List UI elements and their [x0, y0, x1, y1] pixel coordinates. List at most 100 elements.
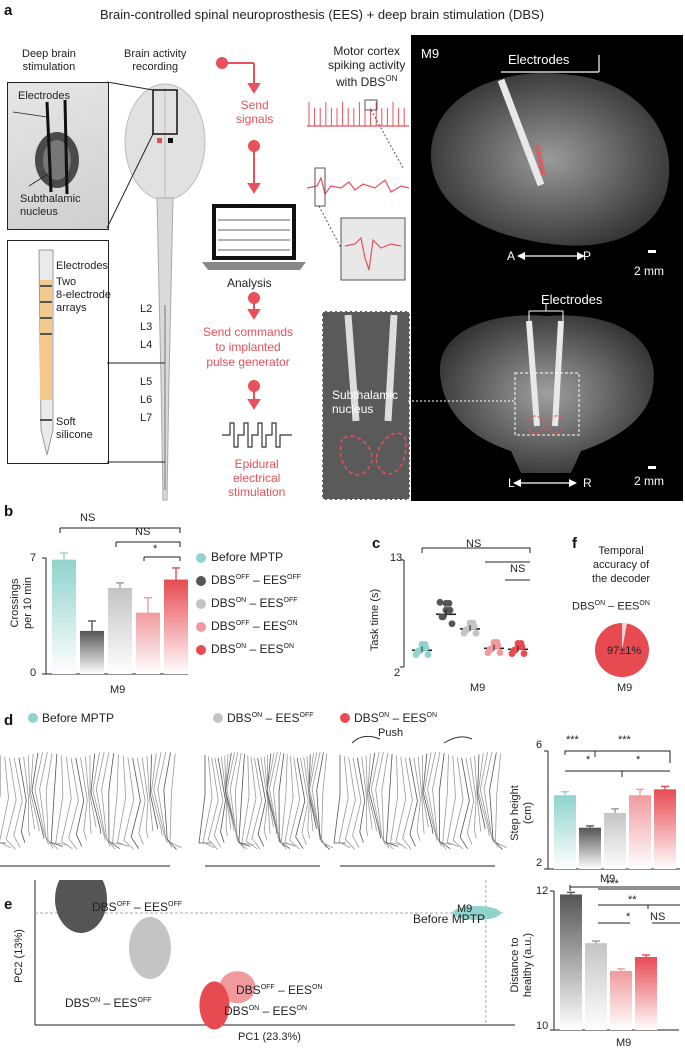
- stick-limb: [202, 756, 215, 849]
- mri-top-image: [431, 55, 670, 260]
- stn-zoom-label: Subthalamic nucleus: [332, 388, 399, 416]
- chart-c-ytick-2: 2: [394, 667, 401, 679]
- bar: [579, 827, 601, 869]
- stick-limb: [112, 754, 125, 846]
- legend-b-swatch: [196, 598, 206, 609]
- chart-e-sig2: **: [628, 894, 637, 906]
- legend-b-swatch: [196, 644, 206, 655]
- stick-limb: [311, 751, 327, 848]
- bar: [80, 630, 104, 674]
- panel-f-letter: f: [572, 535, 577, 552]
- data-point: [486, 645, 494, 653]
- stick-limb: [245, 756, 258, 850]
- legend-b-swatch: [196, 575, 206, 586]
- data-point: [414, 647, 422, 655]
- stick-limb: [338, 756, 351, 849]
- label-onoff: DBSON – EESOFF: [65, 996, 152, 1010]
- stick-limb: [169, 753, 182, 849]
- laptop-icon: [202, 204, 306, 270]
- chart-d-sig2: ***: [618, 734, 631, 746]
- chart-b-ytick-0: 0: [30, 667, 37, 679]
- send-commands-label: Send commands to implanted pulse generator: [203, 325, 294, 369]
- stick-limb: [268, 751, 284, 847]
- stick-limb: [438, 753, 451, 850]
- legend-b-item: DBSON – EESOFF: [196, 596, 298, 610]
- chart-e-xlabel: PC1 (23.3%): [238, 1031, 301, 1043]
- level-l3: L3: [140, 321, 153, 333]
- bar: [604, 812, 626, 869]
- stick-limb: [477, 754, 486, 830]
- label-offon: DBSOFF – EESON: [236, 983, 323, 997]
- stick-limb: [55, 755, 68, 846]
- chart-e-bar: [550, 885, 680, 1031]
- push-label: Push: [378, 727, 404, 739]
- stick-limb: [316, 752, 330, 850]
- legend-d-onoff: DBSON – EESOFF: [227, 711, 314, 725]
- stick-limb: [45, 752, 59, 850]
- ap-p-label: P: [583, 249, 592, 263]
- push-arrow: [443, 736, 473, 744]
- stick-limb: [413, 757, 421, 841]
- stick-limb: [446, 755, 460, 847]
- stick-limb: [477, 753, 490, 837]
- chart-e-bar-xlabel: M9: [616, 1037, 632, 1049]
- label-before: Before MPTP: [413, 912, 486, 926]
- stick-limb: [417, 756, 425, 834]
- chart-f: [595, 623, 649, 677]
- stick-limb: [31, 752, 45, 839]
- pulse-train-icon: [222, 422, 292, 448]
- level-l4: L4: [140, 339, 153, 351]
- stick-limb: [90, 753, 102, 834]
- chart-e-sig3: *: [626, 911, 631, 923]
- panel-c-letter: c: [372, 535, 381, 552]
- stick-limb: [474, 755, 482, 832]
- stick-limb: [130, 757, 141, 849]
- sig-bracket: [564, 750, 671, 763]
- sig-bracket: [115, 541, 181, 547]
- mri-bottom-image: [439, 303, 656, 487]
- bar: [629, 795, 651, 869]
- data-point: [418, 640, 426, 648]
- stick-limb: [260, 757, 269, 841]
- bar: [554, 795, 576, 869]
- dbs-stn-label: Subthalamic nucleus: [20, 193, 81, 218]
- stick-limb: [356, 757, 366, 843]
- chart-d-ytick-6: 6: [536, 739, 543, 751]
- bar: [52, 559, 76, 674]
- legend-b-item: DBSON – EESON: [196, 642, 294, 656]
- lr-l-label: L: [508, 476, 515, 490]
- push-arrow: [351, 735, 381, 744]
- stick-limb: [344, 757, 356, 850]
- legend-b-text: DBSOFF – EESOFF: [211, 573, 302, 587]
- stick-limb: [150, 753, 163, 837]
- stick-limb: [459, 757, 470, 849]
- array-electrodes-label: Electrodes: [56, 260, 108, 272]
- stick-limb: [28, 755, 35, 830]
- stick-limb: [361, 756, 369, 837]
- data-point: [466, 619, 474, 627]
- chart-b-xlabel: M9: [110, 684, 126, 696]
- stick-limb: [0, 756, 11, 849]
- stick-limb: [365, 755, 373, 830]
- chart-e-monkey: M9: [457, 903, 473, 915]
- legend-d-onon: DBSON – EESON: [354, 711, 438, 725]
- brain-spine-drawing: [124, 83, 206, 501]
- stick-limb: [300, 757, 309, 845]
- bar: [108, 587, 132, 674]
- data-point: [438, 613, 446, 621]
- chart-e-ylabel: PC2 (13%): [12, 929, 25, 983]
- stick-limb: [278, 753, 291, 850]
- sig-bracket: [485, 561, 530, 581]
- bar: [560, 894, 582, 1030]
- level-l6: L6: [140, 394, 153, 406]
- stick-limb: [95, 751, 111, 847]
- lr-r-label: R: [583, 476, 592, 490]
- stick-limb: [18, 757, 27, 843]
- chart-d-ylabel: Step height (cm): [508, 785, 534, 841]
- level-l7: L7: [140, 412, 153, 424]
- stick-limb: [272, 752, 287, 850]
- stick-limb: [101, 752, 116, 850]
- stick-limb: [221, 756, 228, 837]
- data-point: [514, 640, 522, 647]
